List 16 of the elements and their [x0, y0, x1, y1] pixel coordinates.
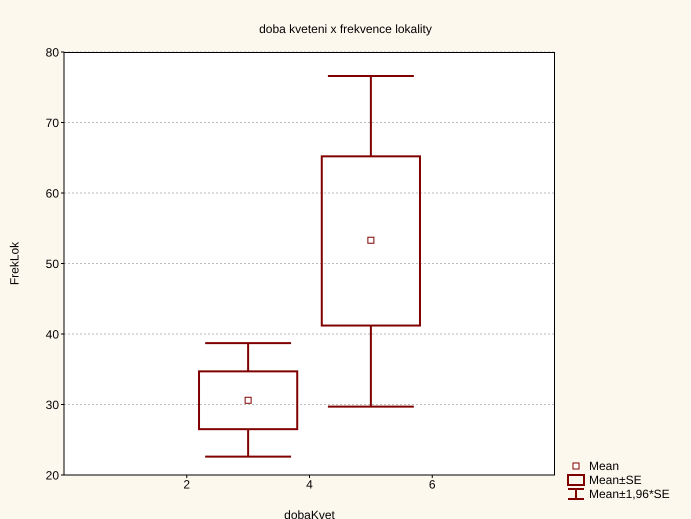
y-tick-label: 40	[46, 327, 60, 342]
y-tick-label: 60	[46, 186, 60, 200]
y-tick-label: 70	[46, 116, 60, 130]
x-axis-title: dobaKvet	[284, 508, 336, 519]
y-tick-label: 50	[46, 256, 60, 271]
x-tick-label: 4	[306, 478, 314, 492]
y-tick-label: 30	[46, 398, 60, 412]
y-tick-label: 80	[46, 45, 60, 60]
x-tick-label: 6	[428, 478, 436, 492]
text: Mean±1,96*SE	[589, 487, 670, 501]
x-tick-label: 2	[183, 478, 190, 492]
y-axis-title: FrekLok	[7, 240, 22, 286]
text: Mean	[589, 459, 620, 473]
chart-title: doba kveteni x frekvence lokality	[258, 22, 433, 36]
y-tick-label: 20	[46, 468, 60, 482]
text: Mean±SE	[589, 473, 642, 487]
